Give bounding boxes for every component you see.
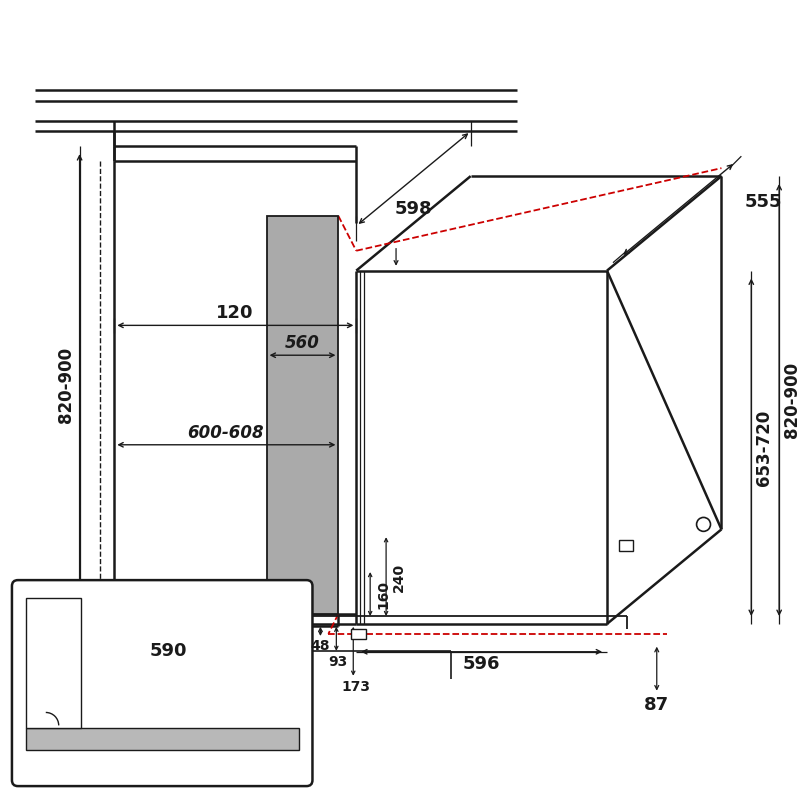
- Bar: [26, 598, 81, 728]
- Text: 555: 555: [745, 193, 782, 211]
- Bar: [266, 216, 338, 614]
- Text: 600-608: 600-608: [187, 424, 264, 442]
- Text: 590: 590: [150, 642, 187, 660]
- Text: 240: 240: [392, 562, 406, 592]
- Text: 598: 598: [394, 200, 432, 218]
- Text: 48: 48: [310, 638, 330, 653]
- FancyBboxPatch shape: [12, 580, 313, 786]
- Text: 653-720: 653-720: [755, 410, 774, 486]
- Text: 160: 160: [376, 579, 390, 609]
- Text: 596: 596: [463, 654, 500, 673]
- Text: 173: 173: [342, 679, 370, 694]
- Circle shape: [697, 518, 710, 531]
- Text: 87: 87: [644, 697, 670, 714]
- Text: 560: 560: [285, 334, 320, 352]
- Bar: [351, 629, 366, 639]
- Text: 120: 120: [216, 305, 254, 322]
- Text: 820-900: 820-900: [57, 347, 74, 423]
- Text: 93: 93: [329, 654, 348, 669]
- Text: 820-900: 820-900: [783, 362, 800, 438]
- Bar: [26, 728, 298, 750]
- Bar: [619, 540, 633, 551]
